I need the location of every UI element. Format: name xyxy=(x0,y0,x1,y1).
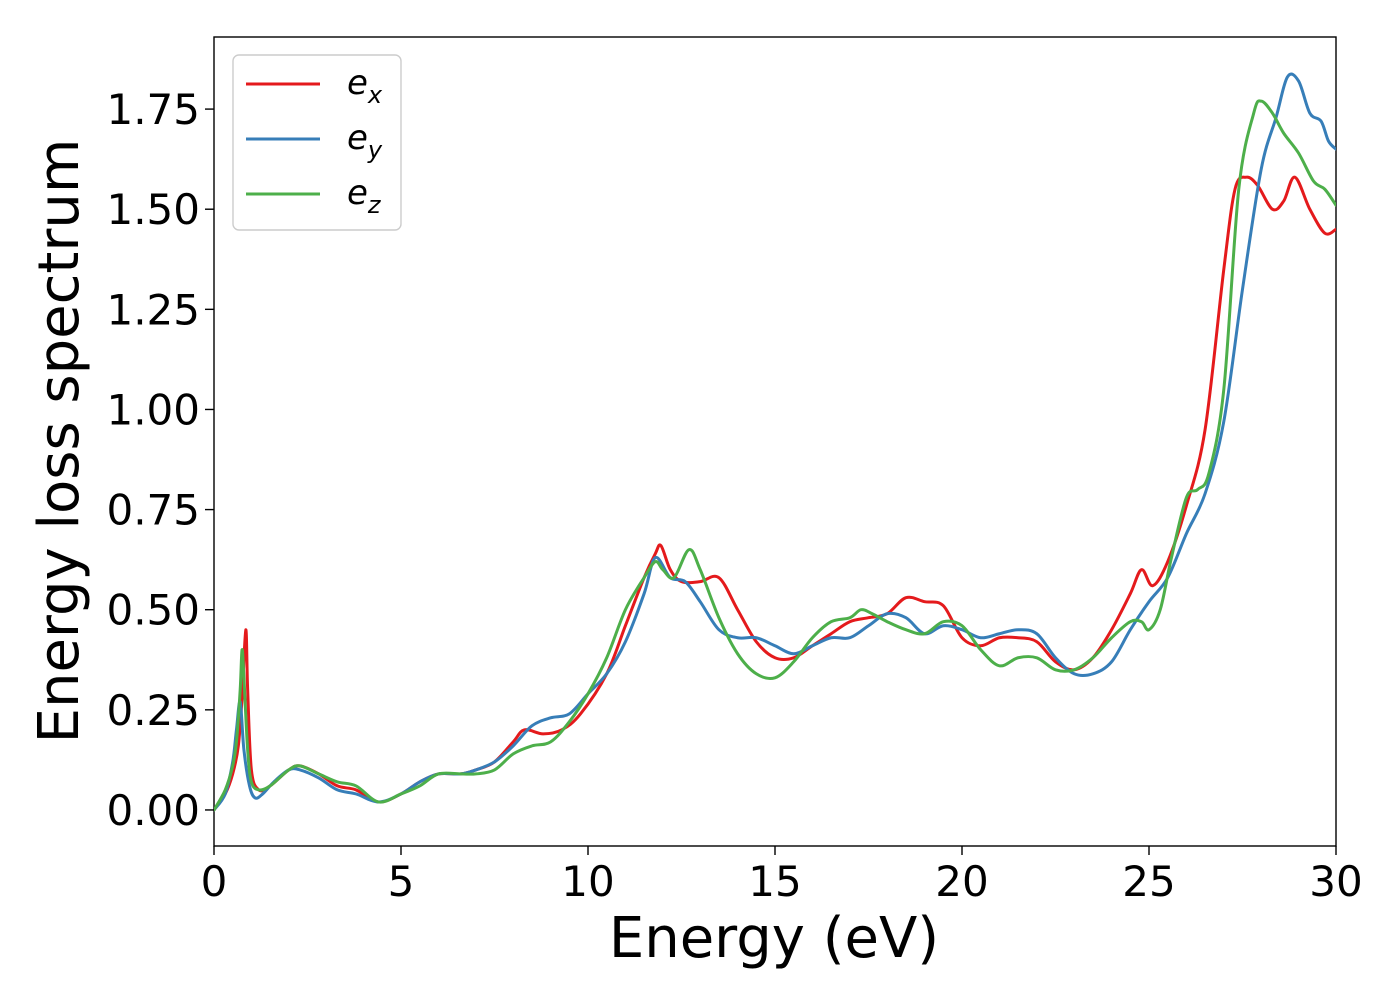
x-tick-label: 25 xyxy=(1122,857,1175,906)
x-tick-label: 0 xyxy=(201,857,228,906)
x-axis: 0 5 10 15 20 25 30 xyxy=(201,846,1363,906)
legend: ex ey ez xyxy=(232,54,402,231)
y-tick-label: 1.25 xyxy=(106,285,200,334)
y-tick-label: 1.50 xyxy=(106,185,200,234)
legend-label: ex xyxy=(347,63,383,109)
y-axis: 0.00 0.25 0.50 0.75 1.00 1.25 1.50 1.75 xyxy=(106,85,214,835)
y-tick-label: 0.25 xyxy=(106,686,200,735)
y-axis-label: Energy loss spectrum xyxy=(27,139,92,744)
x-axis-label: Energy (eV) xyxy=(609,906,939,971)
x-tick-label: 20 xyxy=(935,857,988,906)
series-line-e-y xyxy=(214,72,1336,812)
legend-label: ey xyxy=(347,118,383,164)
x-tick-label: 15 xyxy=(748,857,801,906)
y-tick-label: 1.75 xyxy=(106,85,200,134)
legend-box xyxy=(232,54,402,231)
x-tick-label: 10 xyxy=(561,857,614,906)
y-tick-label: 0.75 xyxy=(106,486,200,535)
y-tick-label: 0.50 xyxy=(106,586,200,635)
legend-label: ez xyxy=(347,173,382,219)
series-group xyxy=(214,72,1336,812)
x-tick-label: 30 xyxy=(1309,857,1362,906)
series-line-e-z xyxy=(214,99,1336,812)
x-tick-label: 5 xyxy=(388,857,415,906)
y-tick-label: 0.00 xyxy=(106,786,200,835)
y-tick-label: 1.00 xyxy=(106,385,200,434)
